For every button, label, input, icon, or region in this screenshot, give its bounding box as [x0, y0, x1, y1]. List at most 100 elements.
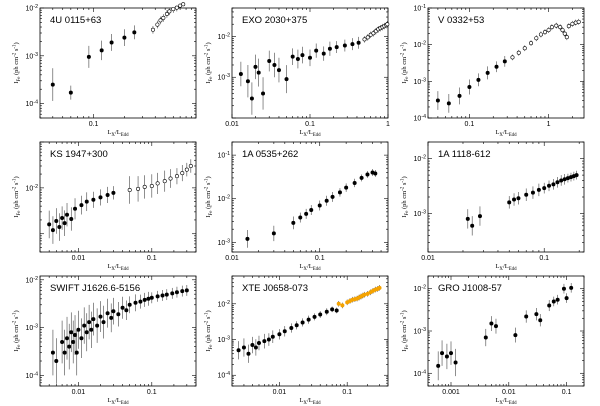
data-point: [155, 181, 160, 186]
chart-title: V 0332+53: [438, 15, 484, 26]
data-point: [73, 206, 78, 211]
data-point: [272, 62, 277, 67]
data-point: [513, 333, 518, 338]
x-tick-label: 1: [386, 121, 390, 128]
data-point: [250, 343, 255, 348]
data-point: [558, 25, 563, 30]
data-point: [79, 203, 84, 208]
data-point: [555, 297, 560, 302]
data-point: [127, 302, 132, 307]
data-point: [109, 40, 114, 45]
data-point: [149, 183, 154, 188]
y-tick-label: 10-2: [218, 32, 231, 41]
data-point: [529, 41, 534, 46]
data-point: [245, 236, 250, 241]
chart-panel-4: 0.01 0.1 10-2 LX/LEdd IFe (ph cm-2 s-1) KS 19…: [13, 141, 197, 272]
data-point: [253, 345, 258, 350]
data-point: [256, 70, 261, 75]
x-axis-label: LX/LEdd: [107, 129, 129, 138]
data-point: [91, 197, 96, 202]
data-point: [362, 37, 367, 42]
data-point: [542, 30, 547, 35]
data-point: [507, 200, 512, 205]
chart-title: 1A 0535+262: [242, 149, 298, 160]
chart-panel-1: 0.1 10-4 10-3 10-2 LX/LEdd IFe (ph cm-2 s-1) 4…: [13, 2, 197, 138]
data-point: [132, 30, 137, 35]
data-point: [371, 31, 376, 36]
data-point: [71, 339, 76, 344]
data-point: [564, 35, 569, 40]
y-axis-label: IFe (ph cm-2 s-1): [205, 42, 215, 83]
data-point: [253, 64, 258, 69]
data-point: [256, 340, 261, 345]
data-point: [551, 182, 556, 187]
data-point: [146, 296, 151, 301]
data-point: [99, 48, 104, 53]
data-point: [87, 320, 92, 325]
x-tick-label: 0.1: [89, 121, 99, 128]
data-point: [105, 192, 110, 197]
data-point: [494, 64, 499, 69]
data-point: [570, 21, 575, 26]
data-point: [312, 314, 317, 319]
data-point: [547, 303, 552, 308]
data-point: [86, 54, 91, 59]
y-axis-label: IFe (ph cm-2 s-1): [13, 176, 23, 217]
data-point: [164, 292, 169, 297]
data-point: [330, 307, 335, 312]
data-point: [111, 309, 116, 314]
data-point: [306, 317, 311, 322]
data-point: [122, 35, 127, 40]
y-tick-label: 10-2: [414, 155, 427, 164]
chart-panel-8: 0.01 0.1 10-4 10-3 10-2 LX/LEdd IFe (ph cm-2 s…: [205, 275, 389, 406]
data-point: [321, 51, 326, 56]
y-tick-label: 10-4: [26, 100, 39, 109]
chart-title: EXO 2030+375: [242, 15, 307, 26]
data-point: [65, 336, 70, 341]
data-point: [60, 339, 65, 344]
x-tick-label: 0.01: [421, 255, 435, 262]
data-point: [162, 179, 167, 184]
data-point: [524, 314, 529, 319]
data-point: [84, 330, 89, 335]
data-point: [536, 187, 541, 192]
chart-title: XTE J0658-073: [242, 283, 308, 294]
data-point: [184, 167, 189, 172]
x-tick-label: 0.1: [315, 255, 325, 262]
data-point: [510, 55, 515, 60]
data-point: [109, 315, 114, 320]
data-point: [477, 214, 482, 219]
data-point: [245, 79, 250, 84]
y-axis-label: IFe (ph cm-2 s-1): [205, 310, 215, 351]
data-point: [270, 334, 275, 339]
data-point: [542, 186, 547, 191]
y-tick-label: 10-2: [414, 41, 427, 50]
data-point: [74, 350, 79, 355]
y-tick-label: 10-3: [26, 324, 39, 333]
data-point: [57, 225, 62, 230]
data-point: [309, 208, 314, 213]
data-point: [569, 285, 574, 290]
data-point: [120, 305, 125, 310]
data-point: [453, 360, 458, 365]
chart-panel-2: 0.01 0.1 1 10-3 10-2 LX/LEdd IFe (ph cm-2 s-1)…: [205, 7, 390, 138]
data-point: [181, 2, 186, 7]
data-point: [142, 297, 147, 302]
data-point: [116, 312, 121, 317]
y-tick-label: 10-3: [218, 336, 231, 345]
data-point: [277, 332, 282, 337]
data-point: [149, 295, 154, 300]
data-point: [340, 303, 345, 308]
data-point: [54, 218, 59, 223]
data-point: [174, 5, 179, 10]
data-point: [307, 55, 312, 60]
y-axis-label: IFe (ph cm-2 s-1): [205, 176, 215, 217]
data-point: [373, 171, 378, 176]
data-point: [188, 163, 193, 168]
data-point: [334, 308, 339, 313]
data-point: [62, 221, 67, 226]
data-point: [551, 299, 556, 304]
data-point: [314, 48, 319, 53]
data-point: [133, 300, 138, 305]
